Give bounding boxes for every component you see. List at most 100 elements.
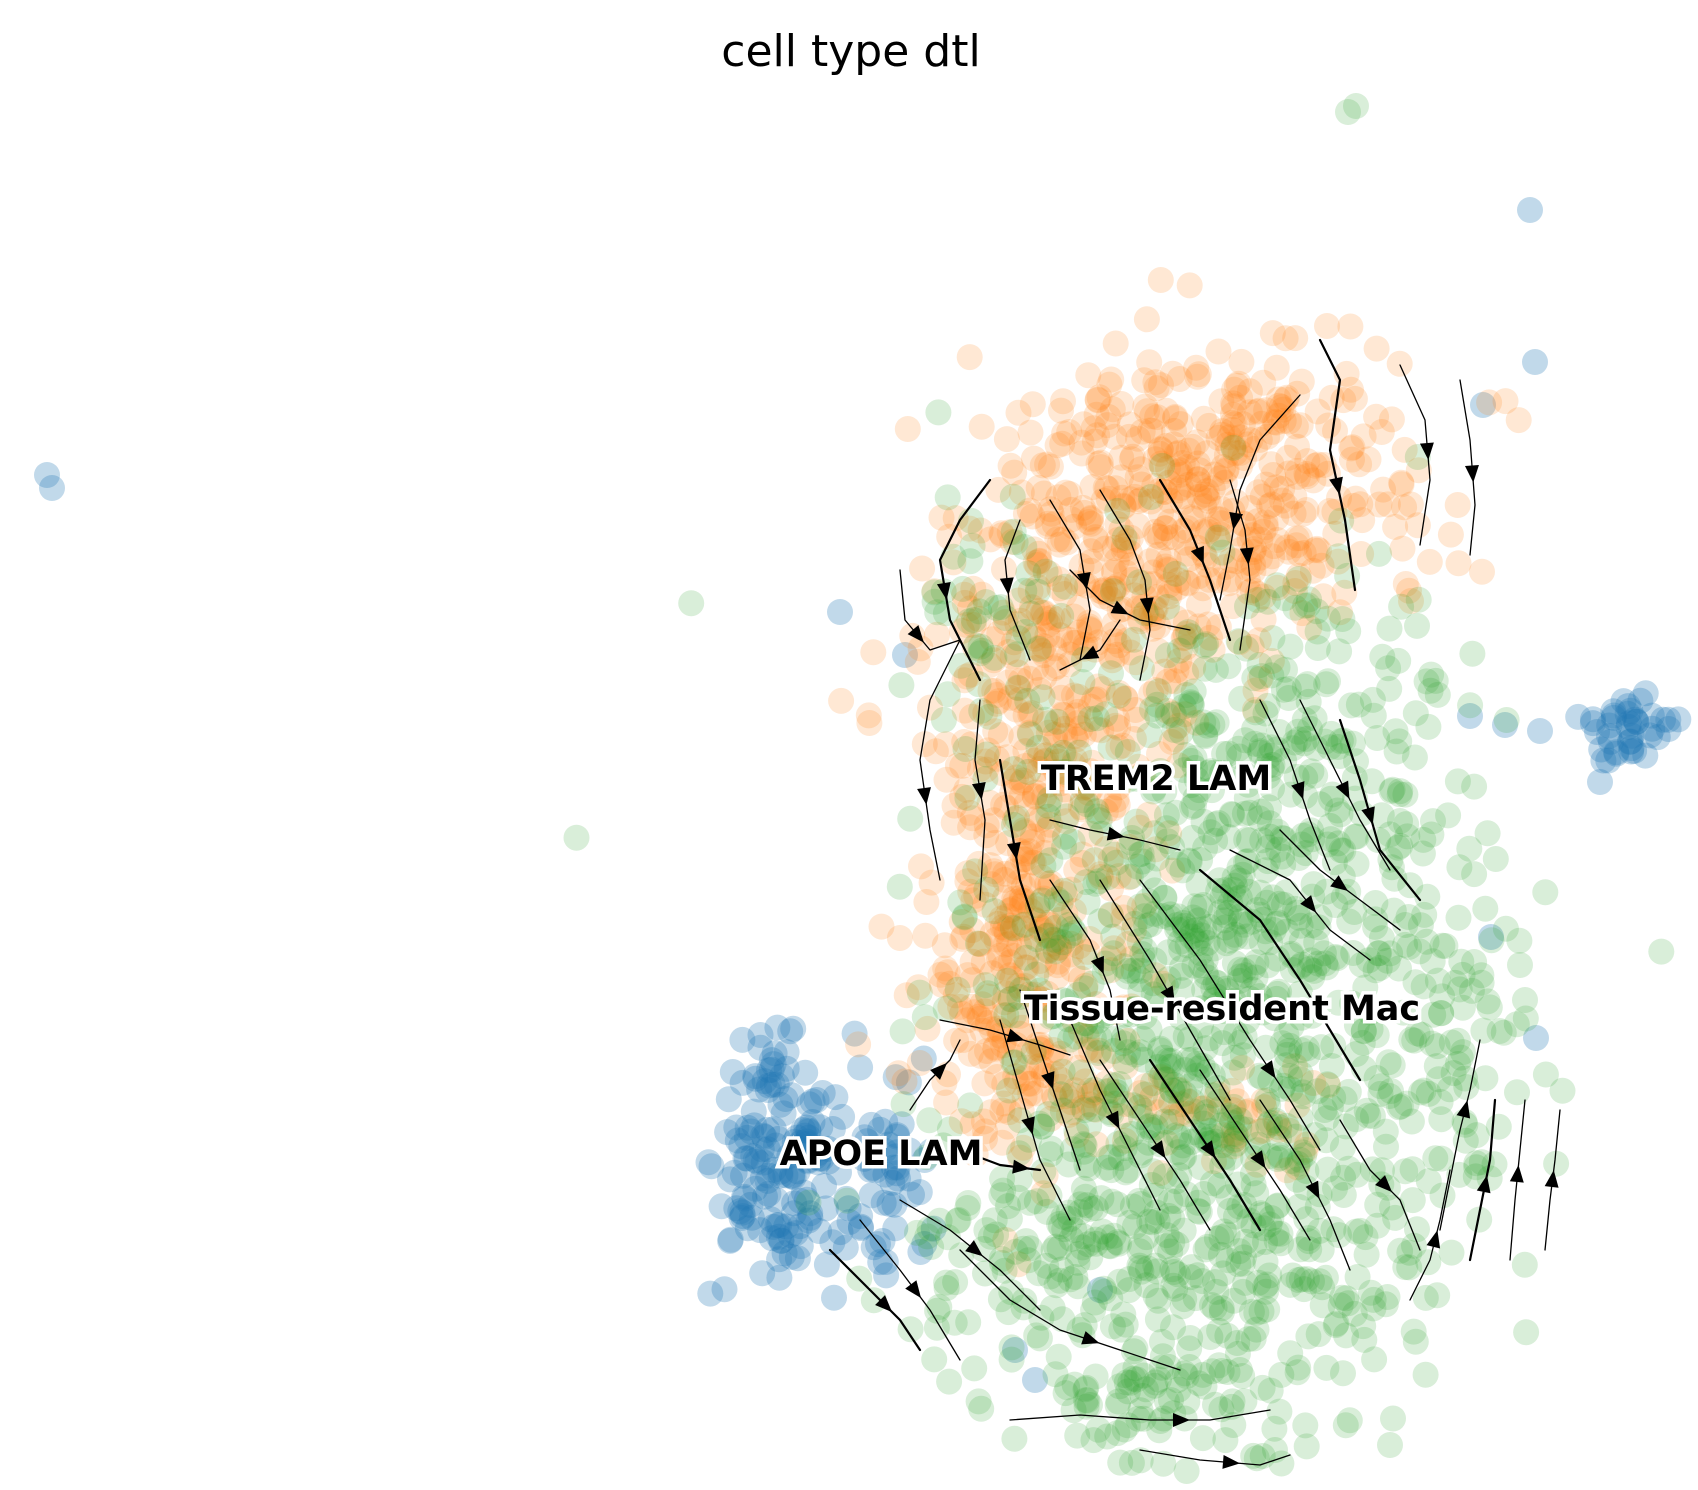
cell-point [1058, 1225, 1085, 1252]
cell-point [1179, 1046, 1206, 1073]
cell-point [1172, 742, 1199, 769]
cell-point [922, 738, 949, 765]
cell-point [1154, 1047, 1181, 1074]
cell-point [1203, 1278, 1230, 1305]
cell-point [1156, 508, 1183, 535]
cell-point [1618, 735, 1645, 762]
cell-point [1054, 529, 1080, 556]
cell-point [1042, 1044, 1069, 1071]
cell-point [1138, 681, 1165, 707]
cell-point [1196, 516, 1223, 543]
cell-point [1052, 573, 1079, 600]
cell-point [1057, 876, 1084, 903]
cell-point [1108, 444, 1135, 471]
cell-point [1100, 1072, 1127, 1099]
cell-point [1402, 1328, 1429, 1355]
cell-point [742, 1063, 769, 1090]
cell-point [1249, 993, 1276, 1020]
cell-point [1153, 1233, 1179, 1260]
cell-point [1273, 1021, 1300, 1048]
cell-point [1197, 1324, 1224, 1350]
cell-point [1147, 1408, 1174, 1434]
cell-point [1386, 955, 1412, 982]
cell-point [723, 1114, 750, 1141]
cell-point [1224, 1330, 1251, 1356]
cell-point [1256, 742, 1283, 769]
cell-point [1287, 525, 1313, 552]
cell-point [766, 1212, 793, 1238]
cell-point [993, 1002, 1020, 1029]
cell-point [1044, 526, 1071, 553]
cell-point [1247, 879, 1274, 906]
cell-point [1100, 923, 1127, 950]
cell-point [1273, 534, 1300, 561]
cell-point [998, 1334, 1025, 1361]
cell-point [1165, 752, 1192, 779]
cell-point [1126, 998, 1153, 1025]
cell-point [1057, 1266, 1084, 1293]
cell-point [760, 1213, 787, 1240]
cell-point [760, 1116, 787, 1143]
cell-point [1128, 471, 1155, 498]
streamline-arrow [930, 1062, 948, 1080]
cell-point [1214, 431, 1241, 458]
cell-point [1232, 1099, 1259, 1126]
cell-point [1330, 837, 1357, 864]
cell-point [1362, 906, 1389, 933]
cell-point [1090, 1044, 1117, 1071]
cell-point [1295, 592, 1322, 619]
cell-point [1129, 848, 1156, 875]
cell-point [1138, 484, 1164, 510]
cell-point [924, 1297, 951, 1324]
cell-point [780, 1164, 807, 1191]
cell-point [983, 926, 1010, 953]
cell-point [1214, 978, 1241, 1004]
cell-point [1305, 1321, 1332, 1348]
cell-point [930, 706, 957, 733]
cell-point [944, 976, 971, 1003]
cell-point [1144, 1099, 1171, 1126]
cell-point [1014, 687, 1041, 714]
cell-point [1303, 735, 1329, 762]
cell-point [760, 1156, 787, 1183]
cell-point [1306, 1217, 1333, 1244]
cell-point [1448, 948, 1475, 975]
cell-point [1306, 1268, 1333, 1295]
cell-point [933, 766, 960, 793]
cell-point [1051, 758, 1078, 785]
cell-point [1101, 575, 1128, 602]
cell-point [1142, 1369, 1169, 1396]
cell-point [1146, 440, 1173, 467]
cell-point [1117, 863, 1144, 890]
cell-point [1386, 1094, 1413, 1121]
cell-point [1063, 1117, 1090, 1144]
cell-point [1183, 354, 1210, 381]
cell-point [1368, 925, 1395, 952]
cell-point [1037, 1141, 1064, 1168]
cell-point [1037, 609, 1064, 636]
chart-title: cell type dtl [721, 26, 980, 77]
cell-point [740, 1098, 767, 1125]
cell-point [1195, 759, 1222, 786]
cell-point [714, 1119, 741, 1146]
cell-point [992, 605, 1019, 632]
cell-point [1264, 818, 1291, 845]
cell-point [1463, 1122, 1490, 1149]
cell-point [1101, 1026, 1128, 1053]
cell-point [1130, 1362, 1157, 1389]
cell-point [1209, 539, 1236, 566]
cell-point [1392, 1254, 1419, 1281]
cell-point [1008, 976, 1035, 1003]
cell-point [1227, 867, 1254, 894]
cell-point [1016, 665, 1043, 692]
cell-point [1083, 716, 1110, 743]
cell-point [1408, 1021, 1435, 1048]
cell-point [982, 861, 1009, 888]
cell-point [763, 1071, 790, 1098]
cell-point [1236, 1098, 1262, 1125]
cell-point [1118, 993, 1145, 1020]
cell-point [1039, 604, 1066, 631]
cell-point [1288, 1266, 1315, 1293]
cell-point [1003, 696, 1030, 723]
cell-point [1125, 425, 1151, 452]
